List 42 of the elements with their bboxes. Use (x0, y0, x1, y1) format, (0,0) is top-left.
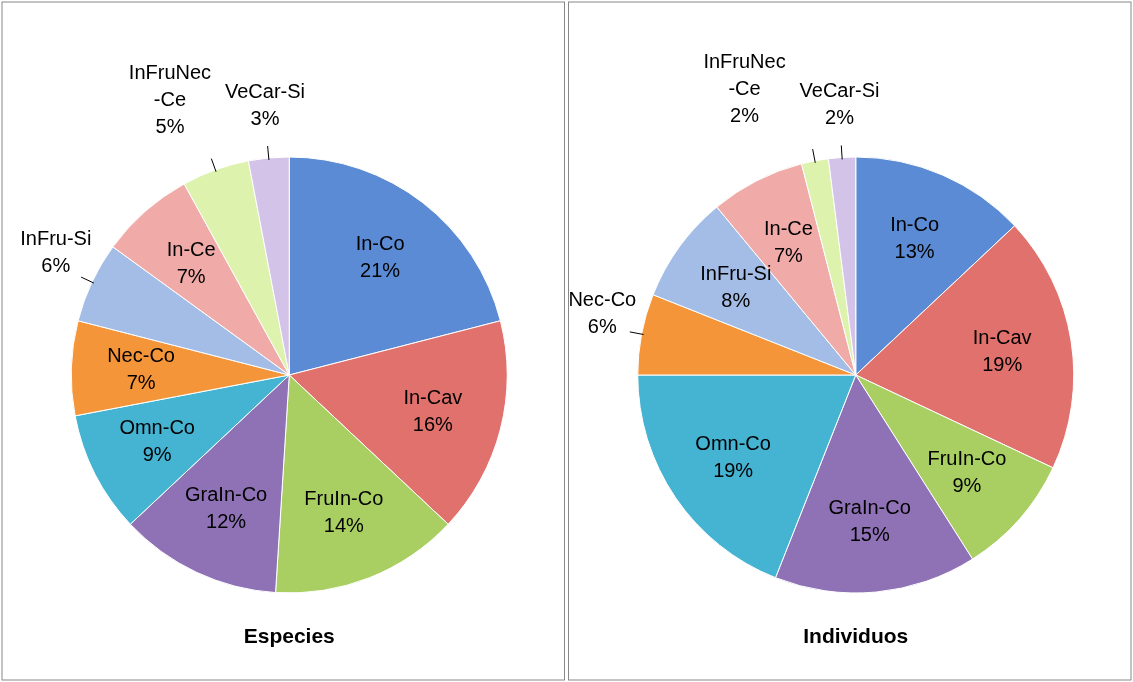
slice-label: In-Co (890, 212, 940, 235)
slice-label: In-Co (355, 231, 405, 254)
data-label: 13% (894, 239, 935, 262)
slice-label: FruIn-Co (304, 486, 384, 509)
slice-label: In-Cav (972, 325, 1032, 348)
data-label: 6% (587, 315, 617, 338)
text: Especies (243, 624, 335, 647)
data-label: 7% (126, 371, 156, 394)
data-label: 16% (412, 412, 454, 435)
data-label: 9% (952, 473, 982, 496)
slice-label: InFru-Si (700, 261, 772, 284)
slice-label: Nec-Co (568, 288, 637, 311)
slice-label: InFruNec-Ce (128, 60, 212, 110)
data-label: 3% (250, 106, 280, 129)
slice-label: InFru-Si (20, 226, 92, 249)
data-label: 6% (41, 253, 71, 276)
slice-label: GraIn-Co (185, 482, 268, 505)
slice-label: Omn-Co (119, 416, 195, 439)
slice-label: In-Ce (166, 237, 216, 260)
text: Individuos (803, 624, 909, 647)
slice-label: Nec-Co (107, 344, 175, 367)
slice-label: InFruNec-Ce (703, 49, 786, 99)
data-label: 21% (360, 258, 401, 281)
data-label: 19% (713, 459, 754, 482)
data-label: 15% (849, 523, 890, 546)
slice-label: FruIn-Co (927, 446, 1007, 469)
data-label: 7% (774, 243, 804, 266)
data-label: 14% (323, 513, 365, 536)
slice-label: In-Ce (764, 216, 813, 239)
slice-label: VeCar-Si (799, 79, 880, 102)
slice-label: In-Cav (403, 385, 463, 408)
data-label: 2% (730, 103, 760, 126)
slice-label: GraIn-Co (828, 496, 911, 519)
data-label: 19% (982, 352, 1023, 375)
data-label: 8% (721, 288, 751, 311)
data-label: 9% (142, 443, 172, 466)
slice-label: VeCar-Si (224, 79, 305, 102)
slice-label: Omn-Co (695, 432, 771, 455)
data-label: 7% (176, 264, 206, 287)
data-label: 5% (155, 114, 185, 137)
data-label: 2% (825, 106, 855, 129)
data-label: 12% (206, 509, 247, 532)
